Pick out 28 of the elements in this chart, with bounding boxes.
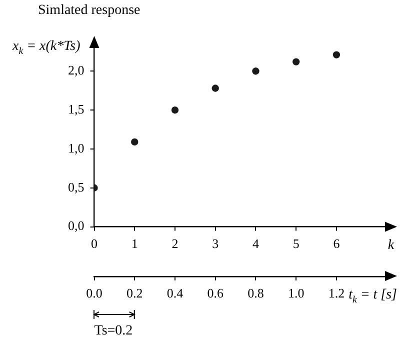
x-tick-label: 5: [292, 236, 300, 252]
point: [212, 84, 219, 92]
x2-tick-label: 0.0: [86, 286, 102, 301]
x-tick-label: 1: [131, 236, 138, 252]
x-tick-label: 2: [172, 236, 178, 252]
point: [332, 51, 340, 58]
y-tick-label: 0,0: [68, 218, 84, 234]
x2-tick-label: 1.2: [328, 286, 345, 301]
y-tick-label: 1,0: [68, 140, 84, 156]
x2-tick-label: 0.4: [166, 286, 184, 301]
x2-tick-label: 1.0: [288, 286, 304, 301]
x2-tick-label: 0.6: [207, 286, 224, 301]
x2-tick-label: 0.8: [248, 286, 264, 301]
chart-title: Simlated response: [38, 3, 140, 18]
point: [292, 58, 300, 66]
y-tick-label: 2,0: [68, 62, 84, 78]
y-tick-label: 1,5: [68, 101, 84, 116]
x-tick-label: 0: [91, 236, 98, 252]
x-tick-label: 6: [333, 236, 340, 252]
point: [252, 68, 260, 75]
point: [131, 138, 138, 146]
x-tick-label: 3: [212, 236, 219, 252]
x-axis-title: k: [388, 238, 395, 253]
text: Ts=0.2: [94, 323, 133, 338]
y-tick-label: 0,5: [68, 179, 84, 194]
x-tick-label: 4: [252, 236, 260, 252]
point: [171, 106, 179, 114]
x2-tick-label: 0.2: [126, 286, 143, 301]
